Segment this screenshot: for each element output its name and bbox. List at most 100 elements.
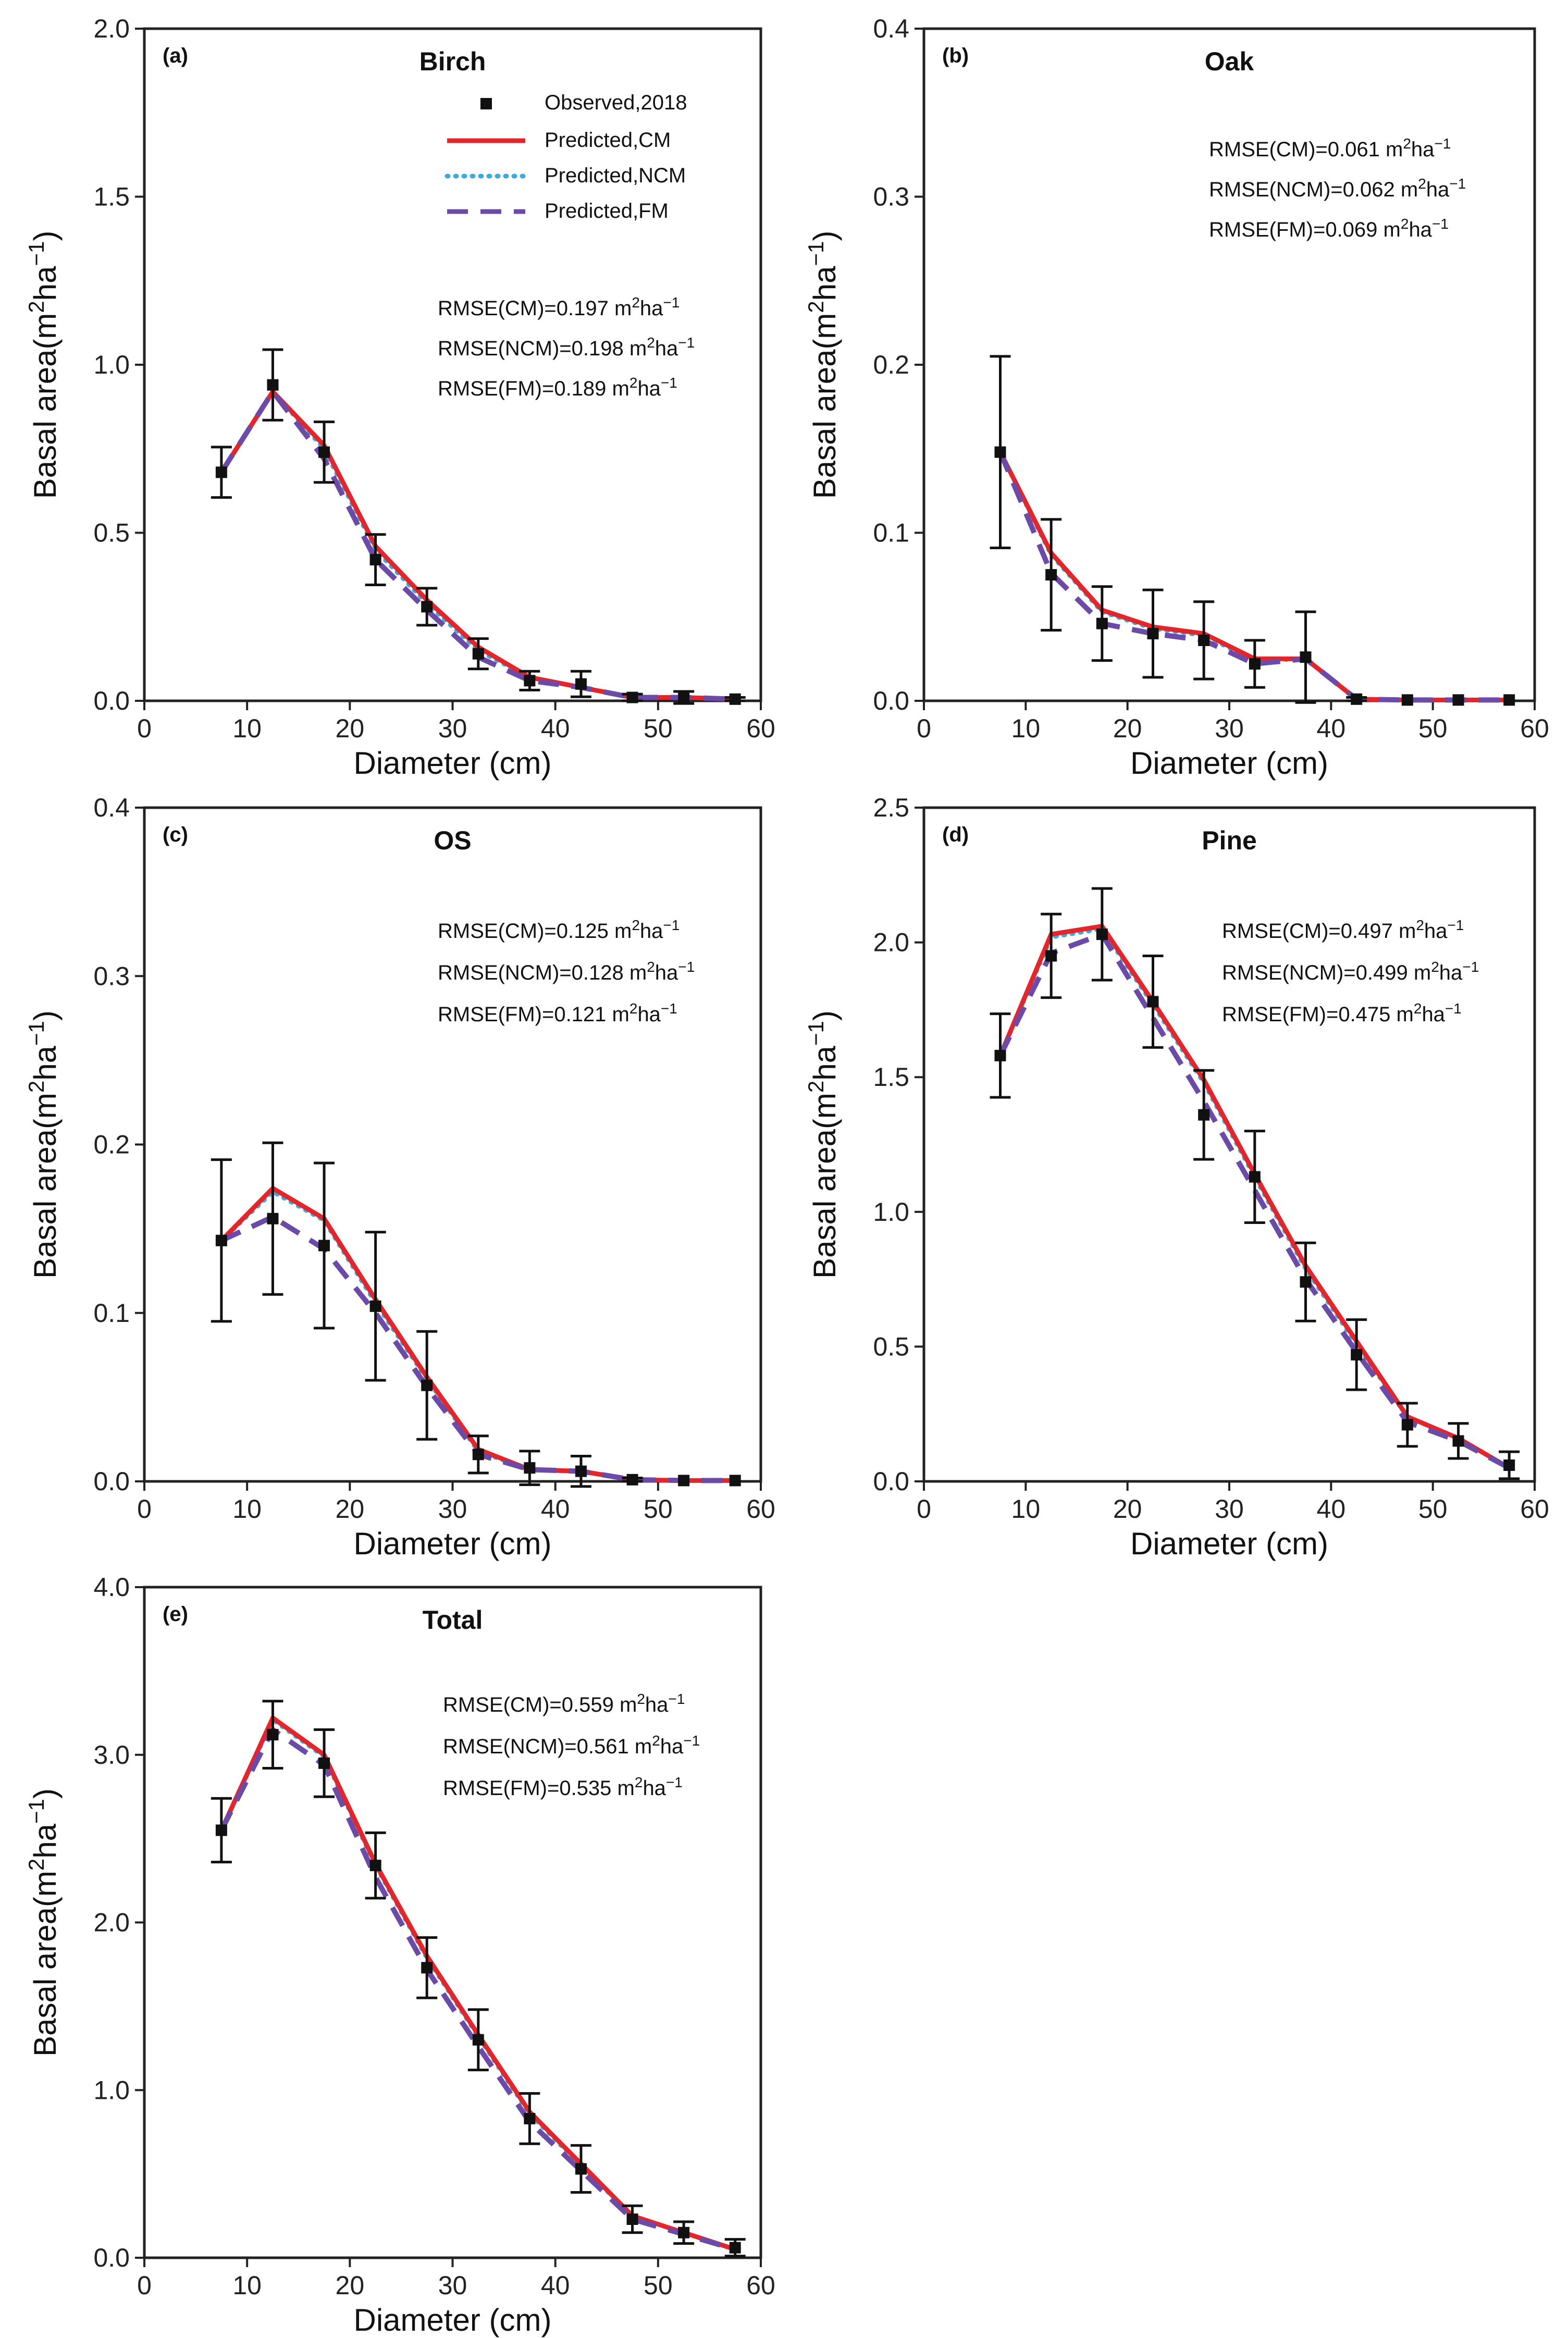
x-axis-label: Diameter (cm) bbox=[1130, 1526, 1328, 1561]
observed-point bbox=[318, 446, 330, 458]
rmse-annotation: RMSE(NCM)=0.128 m2ha−1 bbox=[438, 959, 695, 985]
y-tick-label: 0.0 bbox=[93, 2243, 130, 2272]
x-tick-label: 10 bbox=[232, 2271, 262, 2300]
y-tick-label: 0.0 bbox=[93, 686, 130, 715]
rmse-annotation: RMSE(FM)=0.189 m2ha−1 bbox=[438, 375, 677, 401]
observed-point bbox=[524, 1462, 536, 1474]
x-axis-label: Diameter (cm) bbox=[1130, 746, 1328, 781]
x-tick-label: 40 bbox=[1317, 1494, 1346, 1524]
panel-2: 0 10 20 30 40 50 60 0.0 0.1 0.2 0.3 0.4 Diameter (cm… bbox=[24, 793, 775, 1561]
y-axis-label: Basal area(m2ha−1) bbox=[24, 1788, 63, 2057]
observed-point bbox=[575, 2163, 587, 2175]
x-tick-label: 40 bbox=[541, 1494, 570, 1524]
y-tick-label: 0.4 bbox=[93, 793, 130, 822]
panel-title: OS bbox=[434, 826, 471, 855]
observed-point bbox=[267, 379, 279, 391]
observed-point bbox=[369, 1860, 381, 1872]
panel-1: 0 10 20 30 40 50 60 0.0 0.1 0.2 0.3 0.4 Diameter (cm… bbox=[804, 14, 1549, 781]
y-tick-label: 2.0 bbox=[93, 1908, 130, 1937]
rmse-annotation: RMSE(NCM)=0.062 m2ha−1 bbox=[1209, 176, 1466, 202]
y-tick-label: 2.0 bbox=[93, 14, 130, 43]
x-tick-label: 30 bbox=[1215, 1494, 1244, 1524]
x-tick-label: 30 bbox=[438, 2271, 467, 2300]
plot-frame bbox=[143, 806, 762, 1483]
x-tick-label: 50 bbox=[644, 1494, 673, 1524]
observed-point bbox=[626, 1474, 638, 1486]
y-axis-label: Basal area(m2ha−1) bbox=[804, 1010, 843, 1279]
y-axis-label: Basal area(m2ha−1) bbox=[804, 231, 843, 499]
observed-point bbox=[1096, 617, 1108, 629]
x-tick-label: 10 bbox=[1011, 1494, 1041, 1524]
rmse-annotation: RMSE(CM)=0.197 m2ha−1 bbox=[438, 294, 680, 320]
y-tick-label: 0.3 bbox=[93, 961, 130, 991]
observed-point bbox=[524, 2112, 536, 2124]
observed-point bbox=[267, 1729, 279, 1741]
y-tick-label: 1.5 bbox=[873, 1062, 909, 1092]
y-axis-label: Basal area(m2ha−1) bbox=[24, 1010, 63, 1279]
x-tick-label: 60 bbox=[1520, 1494, 1549, 1524]
observed-point bbox=[215, 466, 227, 478]
x-tick-label: 60 bbox=[746, 1494, 775, 1524]
observed-point bbox=[729, 693, 741, 705]
x-tick-label: 30 bbox=[438, 714, 467, 743]
y-tick-label: 1.0 bbox=[93, 2075, 130, 2105]
x-tick-label: 50 bbox=[644, 2271, 673, 2300]
panel-tag: (e) bbox=[163, 1603, 188, 1626]
rmse-annotation: RMSE(NCM)=0.198 m2ha−1 bbox=[438, 335, 695, 361]
observed-point bbox=[421, 1379, 433, 1391]
observed-point bbox=[1249, 1171, 1261, 1183]
panel-title: Pine bbox=[1202, 826, 1257, 855]
panel-0: 0 10 20 30 40 50 60 0.0 0.5 1.0 1.5 2.0 Diameter (cm… bbox=[24, 14, 775, 781]
observed-point bbox=[369, 554, 381, 566]
observed-point bbox=[1351, 693, 1363, 705]
y-tick-label: 0.0 bbox=[873, 1467, 909, 1496]
y-tick-label: 3.0 bbox=[93, 1740, 130, 1770]
x-tick-label: 30 bbox=[1215, 714, 1244, 743]
x-tick-label: 20 bbox=[1113, 714, 1142, 743]
rmse-annotation: RMSE(FM)=0.475 m2ha−1 bbox=[1222, 1000, 1462, 1026]
rmse-annotation: RMSE(FM)=0.069 m2ha−1 bbox=[1209, 216, 1449, 242]
legend-marker-observed bbox=[480, 98, 492, 109]
rmse-annotation: RMSE(CM)=0.125 m2ha−1 bbox=[438, 917, 680, 943]
y-tick-label: 0.1 bbox=[873, 518, 909, 548]
x-tick-label: 10 bbox=[232, 1494, 262, 1524]
y-tick-label: 1.0 bbox=[873, 1197, 909, 1227]
panel-title: Oak bbox=[1205, 47, 1254, 76]
observed-point bbox=[678, 2226, 690, 2238]
y-tick-label: 0.4 bbox=[873, 14, 909, 43]
x-tick-label: 60 bbox=[1520, 714, 1549, 743]
panel-tag: (d) bbox=[942, 823, 969, 846]
x-tick-label: 40 bbox=[1317, 714, 1346, 743]
observed-point bbox=[1198, 634, 1210, 646]
observed-point bbox=[524, 675, 536, 687]
observed-point bbox=[421, 601, 433, 613]
legend-label-observed: Observed,2018 bbox=[545, 91, 687, 114]
plot-frame bbox=[922, 27, 1536, 702]
observed-point bbox=[678, 691, 690, 703]
observed-point bbox=[1300, 651, 1312, 663]
panel-tag: (b) bbox=[942, 44, 969, 67]
x-tick-label: 20 bbox=[336, 2271, 365, 2300]
observed-point bbox=[575, 1465, 587, 1477]
legend-label-cm: Predicted,CM bbox=[545, 129, 671, 152]
observed-point bbox=[318, 1240, 330, 1252]
rmse-annotation: RMSE(NCM)=0.561 m2ha−1 bbox=[443, 1733, 700, 1759]
observed-point bbox=[994, 446, 1006, 458]
x-tick-label: 20 bbox=[336, 1494, 365, 1524]
x-tick-label: 0 bbox=[917, 714, 931, 743]
y-tick-label: 2.0 bbox=[873, 928, 909, 957]
observed-point bbox=[1401, 694, 1413, 706]
rmse-annotation: RMSE(CM)=0.061 m2ha−1 bbox=[1209, 135, 1451, 162]
y-tick-label: 1.0 bbox=[93, 350, 130, 379]
rmse-annotation: RMSE(CM)=0.497 m2ha−1 bbox=[1222, 917, 1464, 943]
observed-point bbox=[1503, 694, 1515, 706]
observed-point bbox=[575, 678, 587, 690]
observed-point bbox=[1401, 1419, 1413, 1431]
y-tick-label: 0.5 bbox=[873, 1332, 909, 1361]
legend-label-ncm: Predicted,NCM bbox=[545, 164, 686, 187]
legend-label-fm: Predicted,FM bbox=[545, 200, 669, 222]
y-tick-label: 0.0 bbox=[93, 1467, 130, 1496]
y-axis-label: Basal area(m2ha−1) bbox=[24, 231, 63, 499]
series-line-fm bbox=[998, 932, 1511, 1470]
